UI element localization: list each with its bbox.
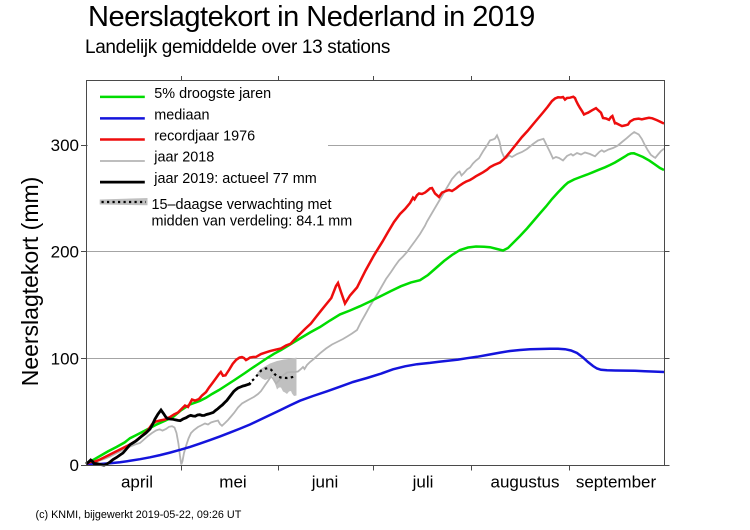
svg-text:5% droogste jaren: 5% droogste jaren	[154, 86, 271, 102]
svg-text:100: 100	[51, 349, 79, 368]
svg-text:mei: mei	[219, 472, 246, 491]
svg-text:april: april	[121, 472, 153, 491]
svg-text:15–daagse verwachting met: 15–daagse verwachting met	[152, 197, 332, 213]
svg-text:juli: juli	[412, 472, 434, 491]
svg-text:augustus: augustus	[491, 472, 560, 491]
svg-text:jaar 2019: actueel 77 mm: jaar 2019: actueel 77 mm	[153, 171, 316, 187]
svg-text:recordjaar 1976: recordjaar 1976	[154, 129, 255, 145]
svg-text:september: september	[576, 472, 657, 491]
svg-text:300: 300	[51, 136, 79, 155]
svg-text:jaar 2018: jaar 2018	[153, 150, 214, 166]
svg-text:midden van verdeling: 84.1 mm: midden van verdeling: 84.1 mm	[152, 214, 353, 230]
svg-text:juni: juni	[311, 472, 338, 491]
svg-text:200: 200	[51, 243, 79, 262]
svg-text:0: 0	[70, 456, 79, 475]
svg-text:mediaan: mediaan	[154, 107, 209, 123]
svg-text:Neerslagtekort (mm): Neerslagtekort (mm)	[17, 177, 43, 387]
